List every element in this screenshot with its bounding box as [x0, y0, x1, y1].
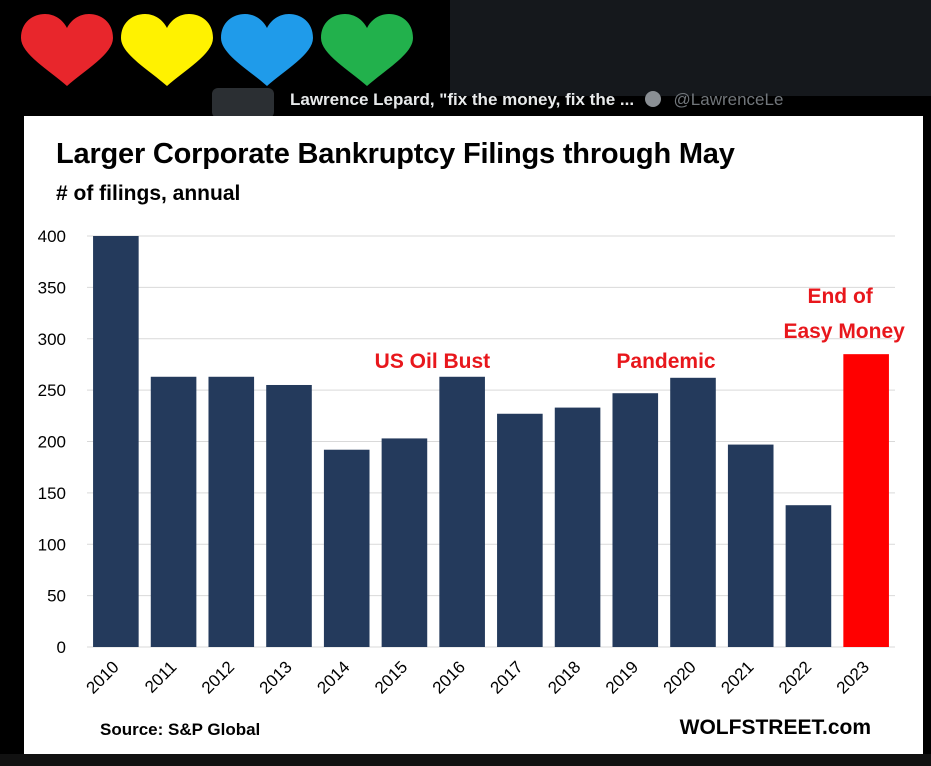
- chart-card: 0 50 100 150 200 250 300 350 400 2010 2011 2012 2013…: [24, 116, 923, 754]
- chart-subtitle: # of filings, annual: [56, 182, 241, 205]
- x-tick-label: 2011: [141, 657, 180, 696]
- bar-2021: [727, 444, 774, 647]
- bar-2020: [670, 377, 716, 647]
- bar-2013: [266, 384, 312, 647]
- y-tick-label: 350: [38, 278, 66, 297]
- bar-2017: [497, 413, 543, 647]
- green-heart-icon: [321, 14, 413, 86]
- y-tick-label: 400: [38, 227, 66, 246]
- tweet-handle[interactable]: @LawrenceLe: [673, 90, 784, 109]
- x-tick-label: 2014: [313, 657, 353, 697]
- annotation: Pandemic: [616, 350, 716, 373]
- y-tick-label: 0: [57, 638, 66, 657]
- y-tick-label: 150: [38, 484, 66, 503]
- verified-badge-icon: [644, 91, 661, 107]
- blue-heart-icon: [221, 14, 313, 86]
- x-tick-label: 2019: [602, 657, 642, 697]
- y-tick-label: 300: [38, 330, 66, 349]
- x-tick-label: 2022: [775, 657, 815, 697]
- x-tick-label: 2018: [544, 657, 584, 697]
- y-tick-label: 100: [38, 535, 66, 554]
- x-tick-label: 2017: [487, 657, 527, 697]
- bar-2019: [612, 393, 659, 647]
- bar-chart: 0 50 100 150 200 250 300 350 400 2010 2011 2012 2013…: [38, 227, 906, 698]
- hearts-row: [21, 14, 413, 86]
- x-tick-label: 2010: [83, 657, 123, 697]
- bar-2011: [150, 376, 197, 647]
- bar-2022: [785, 505, 832, 647]
- annotation: Easy Money: [783, 320, 905, 343]
- tweet-header-strip: [450, 0, 931, 96]
- yellow-heart-icon: [121, 14, 213, 86]
- avatar[interactable]: [212, 88, 274, 118]
- tweet-author-name[interactable]: Lawrence Lepard, "fix the money, fix the…: [290, 90, 635, 109]
- bar-2016: [439, 376, 485, 647]
- bottom-strip: [0, 754, 931, 766]
- bar-2012: [208, 376, 255, 647]
- x-tick-label: 2016: [429, 657, 469, 697]
- x-tick-label: 2012: [198, 657, 238, 697]
- y-tick-label: 50: [47, 587, 66, 606]
- hearts-banner: [0, 0, 450, 96]
- annotation: End of: [807, 285, 873, 308]
- x-tick-label: 2015: [371, 657, 411, 697]
- bar-2015: [381, 438, 428, 647]
- bar-2018: [554, 407, 601, 647]
- red-heart-icon: [21, 14, 113, 86]
- y-tick-label: 250: [38, 381, 66, 400]
- bar-2010: [93, 236, 139, 647]
- chart-brand: WOLFSTREET.com: [679, 716, 871, 739]
- x-tick-label: 2013: [256, 657, 296, 697]
- tweet-author-line[interactable]: Lawrence Lepard, "fix the money, fix the…: [290, 90, 931, 114]
- y-tick-label: 200: [38, 433, 66, 452]
- bar-2014: [323, 449, 370, 647]
- chart-title: Larger Corporate Bankruptcy Filings thro…: [56, 138, 735, 170]
- bar-2023: [843, 354, 889, 647]
- chart-source: Source: S&P Global: [100, 720, 261, 739]
- x-tick-label: 2023: [833, 657, 873, 697]
- annotation: US Oil Bust: [375, 350, 491, 373]
- x-tick-label: 2020: [660, 657, 700, 697]
- x-tick-label: 2021: [717, 657, 757, 697]
